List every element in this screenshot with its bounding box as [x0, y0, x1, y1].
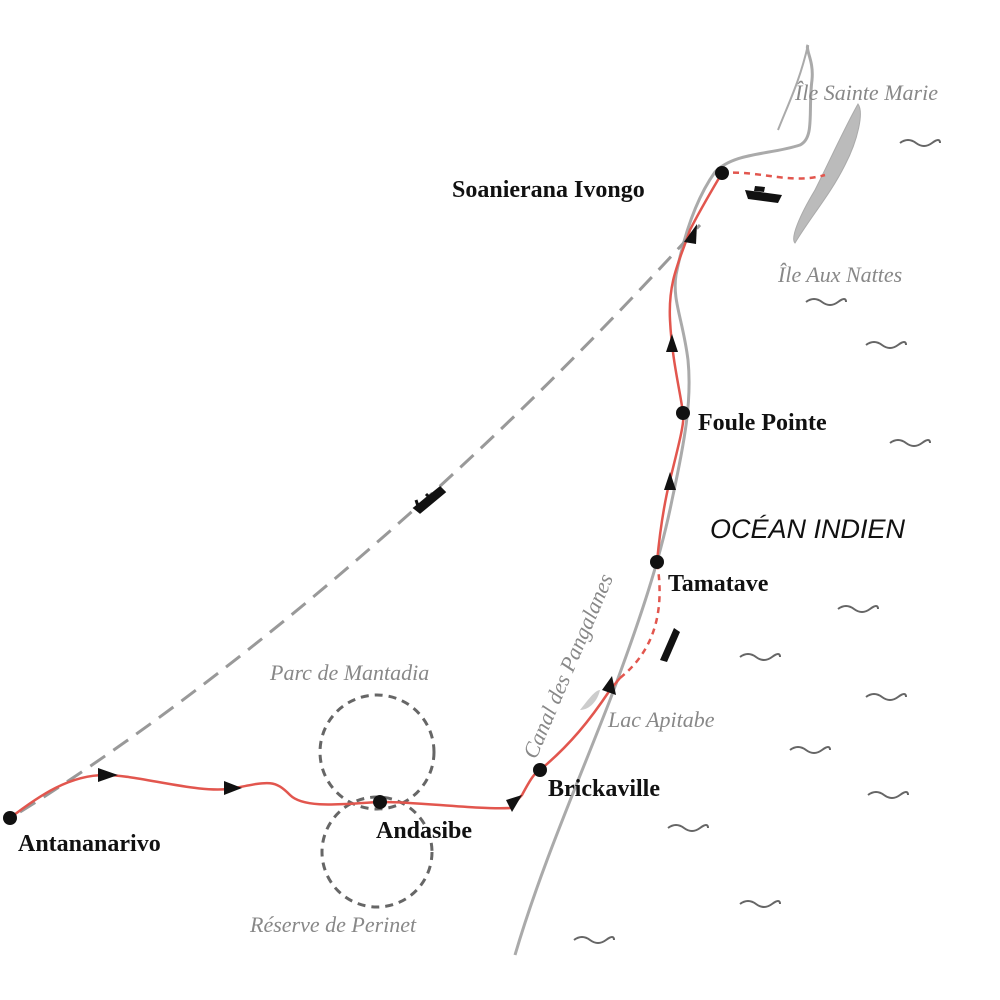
place-label: Lac Apitabe	[607, 707, 715, 732]
direction-arrows	[98, 224, 697, 812]
boat-icons	[660, 186, 782, 662]
park-boundary	[318, 693, 436, 811]
flight-path	[19, 223, 702, 814]
coastline	[777, 44, 809, 131]
town-label: Tamatave	[668, 571, 769, 597]
town-label: Soanierana Ivongo	[452, 177, 645, 203]
plane-icon	[412, 485, 447, 514]
place-label: Réserve de Perinet	[249, 912, 417, 937]
place-label: Parc de Mantadia	[269, 660, 429, 685]
reserve-boundary	[320, 795, 434, 909]
waves	[573, 139, 941, 944]
town-label: Brickaville	[548, 776, 660, 802]
island	[793, 103, 861, 244]
lake	[580, 690, 600, 710]
town-dots	[3, 166, 729, 825]
ocean-label: OCÉAN INDIEN	[710, 514, 906, 544]
town-label: Andasibe	[376, 818, 472, 844]
place-label: Île Sainte Marie	[794, 80, 938, 105]
coastline	[513, 44, 814, 956]
place-label: Île Aux Nattes	[777, 262, 902, 287]
town-label: Antananarivo	[18, 831, 161, 857]
town-label: Foule Pointe	[698, 410, 827, 436]
canal-label: Canal des Pangalanes	[518, 570, 618, 762]
boat-route	[721, 171, 826, 180]
boat-route	[619, 561, 661, 679]
